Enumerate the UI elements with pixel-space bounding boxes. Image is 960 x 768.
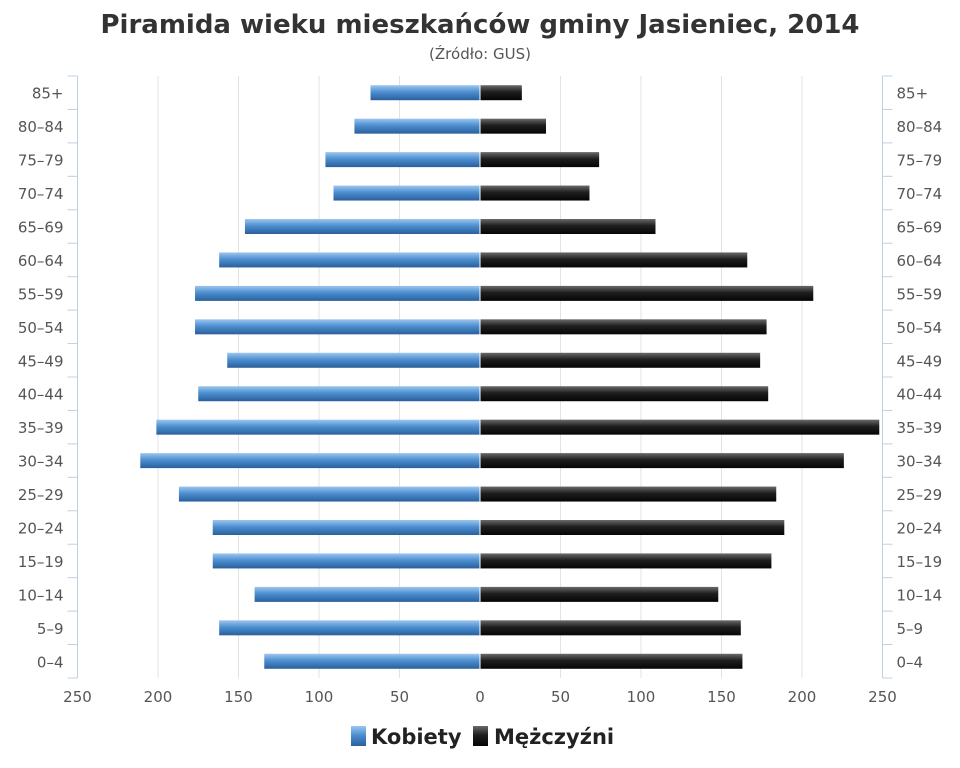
bar-mezczyzni[interactable] — [480, 319, 767, 335]
bar-mezczyzni[interactable] — [480, 352, 761, 368]
bar-mezczyzni[interactable] — [480, 453, 844, 469]
x-tick-label: 250 — [63, 688, 92, 706]
bar-kobiety[interactable] — [140, 453, 481, 469]
bar-kobiety[interactable] — [178, 486, 480, 502]
bar-mezczyzni[interactable] — [480, 653, 743, 669]
category-label-left: 75–79 — [18, 152, 64, 170]
category-label-right: 75–79 — [897, 152, 943, 170]
category-label-right: 60–64 — [897, 252, 943, 270]
x-tick-label: 150 — [707, 688, 736, 706]
bar-mezczyzni[interactable] — [480, 185, 590, 201]
legend-item-kobiety[interactable]: Kobiety — [351, 725, 462, 749]
x-tick-label: 50 — [551, 688, 570, 706]
category-label-left: 45–49 — [18, 352, 64, 370]
category-label-right: 70–74 — [897, 185, 943, 203]
category-label-left: 5–9 — [37, 620, 64, 638]
bar-kobiety[interactable] — [219, 252, 480, 268]
bar-mezczyzni[interactable] — [480, 553, 772, 569]
category-label-right: 35–39 — [897, 419, 943, 437]
category-label-left: 35–39 — [18, 419, 64, 437]
x-tick-label: 250 — [868, 688, 897, 706]
bar-mezczyzni[interactable] — [480, 386, 769, 402]
legend-swatch-mezczyzni — [473, 726, 488, 746]
bar-mezczyzni[interactable] — [480, 118, 547, 134]
category-label-left: 40–44 — [18, 386, 64, 404]
category-label-left: 55–59 — [18, 285, 64, 303]
category-label-left: 50–54 — [18, 319, 64, 337]
bar-mezczyzni[interactable] — [480, 586, 719, 602]
bar-kobiety[interactable] — [198, 386, 480, 402]
category-label-left: 15–19 — [18, 553, 64, 571]
bar-kobiety[interactable] — [254, 586, 480, 602]
legend-label-mezczyzni: Mężczyźni — [494, 725, 614, 749]
category-label-right: 10–14 — [897, 586, 943, 604]
legend: Kobiety Mężczyźni — [351, 725, 614, 749]
category-label-left: 0–4 — [37, 653, 64, 671]
category-label-left: 25–29 — [18, 486, 64, 504]
category-label-right: 85+ — [897, 85, 929, 103]
x-tick-label: 50 — [390, 688, 409, 706]
bar-kobiety[interactable] — [370, 85, 480, 101]
x-tick-label: 150 — [224, 688, 253, 706]
bar-kobiety[interactable] — [195, 319, 480, 335]
bar-kobiety[interactable] — [244, 219, 480, 234]
tick-labels: 250 200 150 100 50 0 50 100 150 200 250 85+ 85+ 80–84… — [18, 85, 942, 706]
category-label-right: 40–44 — [897, 386, 943, 404]
x-tick-label: 200 — [144, 688, 173, 706]
category-label-right: 80–84 — [897, 118, 943, 136]
bar-kobiety[interactable] — [325, 152, 480, 168]
bar-mezczyzni[interactable] — [480, 285, 814, 301]
bar-mezczyzni[interactable] — [480, 419, 880, 435]
x-tick-label: 100 — [305, 688, 334, 706]
category-label-right: 5–9 — [897, 620, 924, 638]
category-label-right: 55–59 — [897, 285, 943, 303]
bar-kobiety[interactable] — [264, 653, 480, 669]
category-label-right: 25–29 — [897, 486, 943, 504]
bar-mezczyzni[interactable] — [480, 152, 600, 168]
bar-kobiety[interactable] — [219, 620, 480, 636]
category-label-left: 80–84 — [18, 118, 64, 136]
bars — [140, 76, 880, 678]
legend-swatch-kobiety — [351, 726, 366, 746]
category-label-left: 20–24 — [18, 520, 64, 538]
bar-kobiety[interactable] — [212, 520, 481, 535]
bar-mezczyzni[interactable] — [480, 620, 741, 636]
category-label-left: 85+ — [32, 85, 64, 103]
bar-mezczyzni[interactable] — [480, 486, 777, 502]
legend-item-mezczyzni[interactable]: Mężczyźni — [473, 725, 614, 749]
category-label-right: 45–49 — [897, 352, 943, 370]
category-label-left: 70–74 — [18, 185, 64, 203]
category-label-right: 50–54 — [897, 319, 943, 337]
category-label-left: 65–69 — [18, 219, 64, 237]
category-label-left: 10–14 — [18, 586, 64, 604]
chart-subtitle: (Źródło: GUS) — [429, 44, 531, 63]
chart-title: Piramida wieku mieszkańców gminy Jasieni… — [100, 10, 859, 40]
bar-kobiety[interactable] — [195, 285, 480, 301]
bar-kobiety[interactable] — [227, 352, 480, 368]
category-label-left: 30–34 — [18, 453, 64, 471]
bar-kobiety[interactable] — [354, 118, 480, 134]
category-label-right: 0–4 — [897, 653, 924, 671]
category-label-right: 30–34 — [897, 453, 943, 471]
axes — [67, 75, 893, 679]
category-label-left: 60–64 — [18, 252, 64, 270]
bar-mezczyzni[interactable] — [480, 85, 522, 101]
bar-mezczyzni[interactable] — [480, 520, 785, 535]
legend-label-kobiety: Kobiety — [371, 725, 462, 749]
bar-mezczyzni[interactable] — [480, 219, 656, 234]
bar-kobiety[interactable] — [212, 553, 481, 569]
x-tick-label: 200 — [788, 688, 817, 706]
bar-mezczyzni[interactable] — [480, 252, 748, 268]
x-tick-label: 100 — [627, 688, 656, 706]
category-label-right: 65–69 — [897, 219, 943, 237]
bar-kobiety[interactable] — [333, 185, 480, 201]
bar-kobiety[interactable] — [156, 419, 480, 435]
category-label-right: 20–24 — [897, 520, 943, 538]
category-label-right: 15–19 — [897, 553, 943, 571]
x-tick-label: 0 — [475, 688, 485, 706]
